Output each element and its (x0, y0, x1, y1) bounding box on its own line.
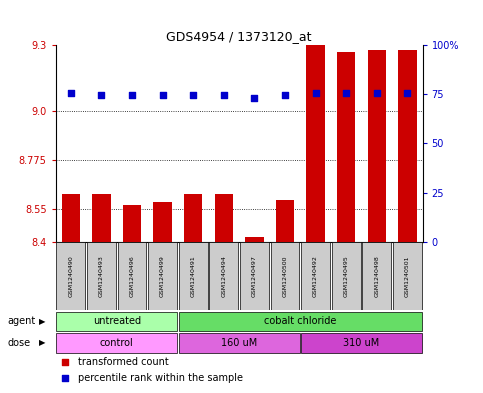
Bar (393, 242, 422, 310)
Bar (56, 333, 177, 353)
Bar (57, 242, 85, 310)
Point (61, 375, 69, 382)
Bar (118, 242, 146, 310)
Bar (92, 194, 111, 242)
Bar (154, 202, 172, 242)
Point (67, 90, 75, 96)
Text: ▶: ▶ (40, 317, 46, 326)
Bar (362, 242, 391, 310)
Bar (240, 242, 269, 310)
Bar (245, 237, 264, 242)
Text: 160 uM: 160 uM (221, 338, 257, 348)
Text: GSM1240492: GSM1240492 (313, 255, 318, 297)
Bar (179, 333, 299, 353)
Point (220, 92, 227, 99)
Point (189, 92, 197, 99)
Text: untreated: untreated (93, 316, 141, 326)
Point (98, 92, 105, 99)
Point (128, 92, 136, 99)
Point (61, 358, 69, 365)
Text: control: control (100, 338, 134, 348)
Bar (276, 200, 294, 242)
Bar (214, 194, 233, 242)
Title: GDS4954 / 1373120_at: GDS4954 / 1373120_at (166, 29, 312, 42)
Bar (332, 242, 360, 310)
Text: ▶: ▶ (40, 338, 46, 347)
Bar (301, 242, 330, 310)
Point (251, 94, 258, 101)
Point (159, 92, 167, 99)
Text: cobalt chloride: cobalt chloride (264, 316, 337, 326)
Text: GSM1240501: GSM1240501 (405, 255, 410, 297)
Bar (368, 50, 386, 242)
Bar (184, 194, 202, 242)
Point (342, 90, 350, 96)
Bar (301, 333, 422, 353)
Point (312, 90, 319, 96)
Bar (270, 242, 299, 310)
Bar (148, 242, 177, 310)
Bar (123, 205, 141, 242)
Text: GSM1240490: GSM1240490 (68, 255, 73, 297)
Point (373, 90, 381, 96)
Text: GSM1240491: GSM1240491 (191, 255, 196, 297)
Text: GSM1240499: GSM1240499 (160, 255, 165, 297)
Text: GSM1240498: GSM1240498 (374, 255, 379, 297)
Bar (179, 312, 422, 331)
Text: GSM1240500: GSM1240500 (283, 255, 287, 297)
Text: GSM1240495: GSM1240495 (343, 255, 349, 297)
Text: transformed count: transformed count (78, 357, 168, 367)
Text: GSM1240497: GSM1240497 (252, 255, 257, 297)
Text: GSM1240494: GSM1240494 (221, 255, 227, 297)
Text: agent: agent (7, 316, 35, 326)
Bar (62, 194, 80, 242)
Text: GSM1240493: GSM1240493 (99, 255, 104, 297)
Bar (87, 242, 116, 310)
Text: 310 uM: 310 uM (343, 338, 380, 348)
Point (281, 92, 289, 99)
Bar (179, 242, 208, 310)
Bar (398, 50, 416, 242)
Point (403, 90, 411, 96)
Text: GSM1240496: GSM1240496 (129, 255, 135, 297)
Bar (337, 52, 355, 242)
Text: percentile rank within the sample: percentile rank within the sample (78, 373, 242, 384)
Bar (56, 312, 177, 331)
Bar (210, 242, 238, 310)
Bar (306, 45, 325, 242)
Text: dose: dose (7, 338, 30, 348)
